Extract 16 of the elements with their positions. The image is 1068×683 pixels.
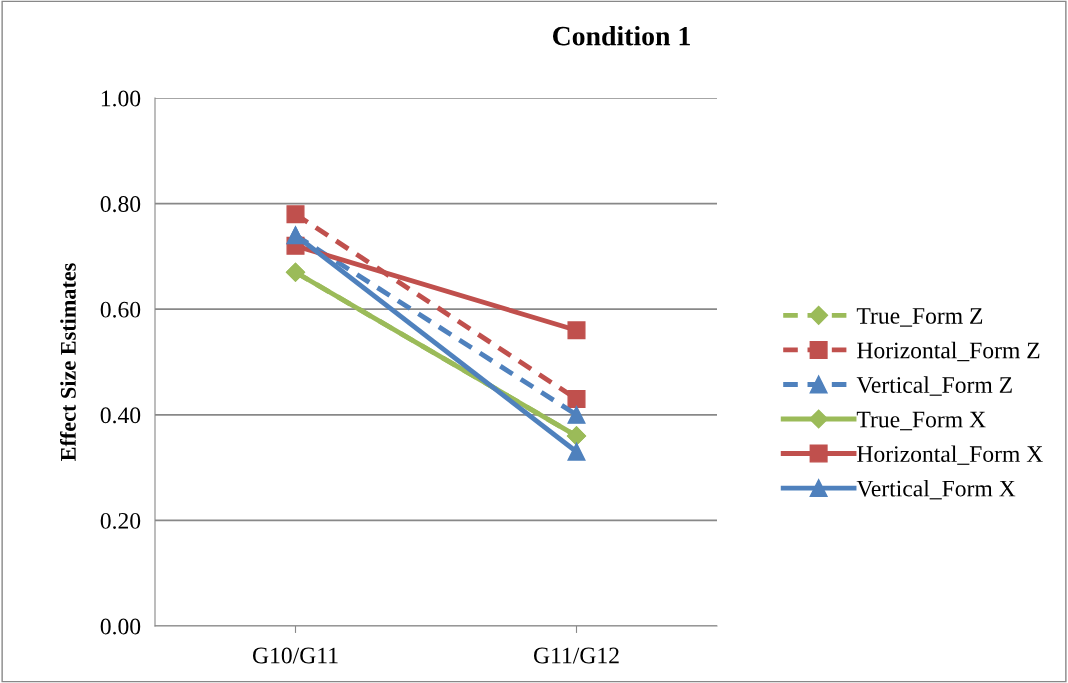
y-tick-label: 0.60 (100, 301, 141, 318)
legend-label: True_Form X (856, 411, 986, 431)
y-tick-label: 1.00 (101, 90, 141, 107)
x-tick-label: G11/G12 (533, 647, 619, 664)
y-tick-label: 0.80 (100, 196, 141, 213)
legend-label: True_Form Z (856, 308, 983, 327)
legend-label: Horizontal_Form Z (857, 341, 1040, 362)
chart-title: Condition 1 (552, 25, 690, 46)
y-axis-title: Effect Size Estimates (59, 263, 76, 461)
x-tick-label: G10/G11 (252, 647, 338, 664)
legend-label: Vertical_Form Z (856, 376, 1012, 396)
legend-label: Horizontal_Form X (857, 445, 1043, 465)
y-tick-label: 0.40 (100, 407, 141, 424)
y-tick-label: 0.00 (100, 618, 141, 635)
legend-label: Vertical_Form X (856, 479, 1016, 500)
y-tick-label: 0.20 (100, 512, 141, 529)
